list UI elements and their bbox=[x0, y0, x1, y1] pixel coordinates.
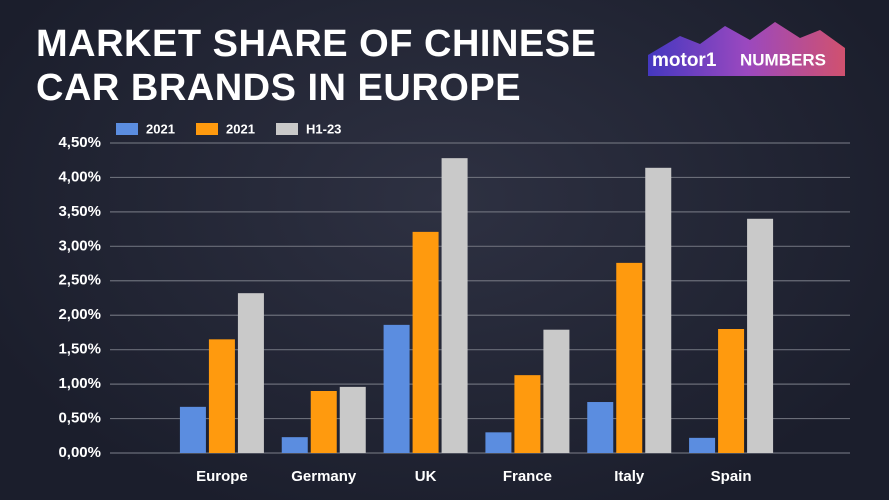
legend-label: H1-23 bbox=[306, 121, 341, 136]
y-tick-label: 1,50% bbox=[58, 341, 101, 358]
bar bbox=[543, 329, 570, 453]
logo: motor1 NUMBERS bbox=[648, 22, 845, 76]
x-tick-label: Germany bbox=[291, 468, 357, 485]
bar bbox=[412, 231, 439, 453]
y-tick-label: 4,00% bbox=[58, 168, 101, 185]
x-tick-label: Europe bbox=[196, 468, 248, 485]
y-tick-label: 3,00% bbox=[58, 237, 101, 254]
logo-mountains bbox=[648, 22, 845, 76]
y-tick-label: 4,50% bbox=[58, 134, 101, 151]
x-tick-label: Spain bbox=[711, 468, 752, 485]
bar bbox=[747, 218, 774, 453]
bar bbox=[645, 167, 672, 454]
bar bbox=[237, 293, 264, 453]
bar bbox=[616, 262, 643, 453]
chart-title: MARKET SHARE OF CHINESE CAR BRANDS IN EU… bbox=[36, 23, 597, 109]
y-tick-label: 1,00% bbox=[58, 375, 101, 392]
y-tick-label: 0,50% bbox=[58, 410, 101, 427]
bar bbox=[208, 339, 235, 453]
bar bbox=[281, 437, 308, 453]
bar bbox=[310, 391, 337, 453]
logo-sub: NUMBERS bbox=[740, 50, 826, 69]
bar bbox=[514, 375, 541, 453]
y-tick-label: 0,00% bbox=[58, 444, 101, 461]
bar bbox=[718, 329, 745, 453]
bar bbox=[587, 402, 614, 453]
bar bbox=[689, 437, 716, 453]
bar bbox=[485, 432, 512, 453]
bar bbox=[339, 386, 366, 453]
legend-swatch bbox=[196, 123, 218, 135]
legend-label: 2021 bbox=[226, 121, 255, 136]
legend-swatch bbox=[276, 123, 298, 135]
x-tick-label: UK bbox=[415, 468, 437, 485]
x-tick-label: Italy bbox=[614, 468, 645, 485]
legend-label: 2021 bbox=[146, 121, 175, 136]
bar bbox=[179, 406, 206, 453]
y-tick-label: 2,00% bbox=[58, 306, 101, 323]
y-tick-label: 2,50% bbox=[58, 272, 101, 289]
x-tick-label: France bbox=[503, 468, 552, 485]
logo-brand: motor1 bbox=[652, 50, 717, 71]
bar bbox=[383, 324, 410, 453]
legend-swatch bbox=[116, 123, 138, 135]
bar bbox=[441, 158, 468, 453]
y-tick-label: 3,50% bbox=[58, 203, 101, 220]
